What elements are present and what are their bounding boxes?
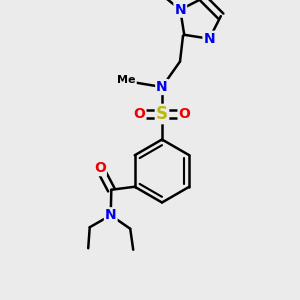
Text: N: N — [105, 208, 116, 222]
Text: N: N — [174, 3, 186, 17]
Text: N: N — [203, 32, 215, 46]
Text: N: N — [156, 80, 168, 94]
Text: O: O — [178, 107, 190, 121]
Text: S: S — [156, 105, 168, 123]
Text: Me: Me — [117, 75, 136, 85]
Text: O: O — [134, 107, 146, 121]
Text: O: O — [94, 161, 106, 175]
